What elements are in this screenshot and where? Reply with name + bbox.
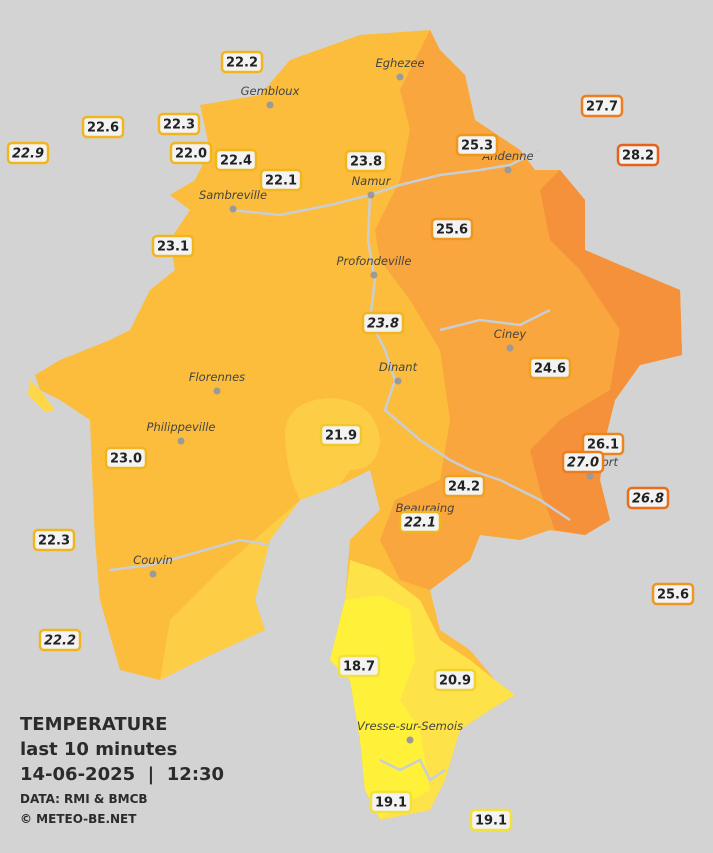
- place-name: Profondeville: [337, 254, 412, 268]
- rivers: [109, 148, 571, 782]
- place-dot: [229, 205, 237, 213]
- place-dot: [506, 344, 514, 352]
- place-dot: [149, 570, 157, 578]
- station-box: [616, 143, 660, 167]
- station-reading: 18.7: [343, 660, 375, 675]
- place-name: Florennes: [189, 370, 245, 384]
- legend-timestamp: 14-06-2025 | 12:30: [20, 764, 224, 785]
- stations: 22.2 22.6 22.9 22.3 22.0 22.4 22.1 23.8 25.3 27.7…: [6, 50, 695, 832]
- station-reading: 24.2: [448, 480, 480, 495]
- place-dot: [586, 472, 594, 480]
- station-reading: 23.1: [157, 240, 189, 255]
- station-reading: 22.2: [44, 634, 76, 649]
- station-box: [455, 133, 499, 157]
- station-box: [337, 654, 381, 678]
- station-box: [344, 149, 388, 173]
- station-box: [32, 528, 76, 552]
- station-box: [214, 148, 258, 172]
- place-dot: [177, 437, 185, 445]
- place-name: Dinant: [379, 360, 418, 374]
- station-box: [626, 486, 670, 510]
- place-dot: [370, 271, 378, 279]
- place-dot: [396, 73, 404, 81]
- station-box: [430, 217, 474, 241]
- legend-title: TEMPERATURE: [20, 714, 167, 735]
- place-name: Eghezee: [375, 56, 424, 70]
- station-reading: 26.8: [632, 492, 664, 507]
- place-name: Gembloux: [241, 84, 300, 98]
- station-reading: 22.9: [12, 147, 44, 162]
- station-box: [319, 423, 363, 447]
- station-box: [151, 234, 195, 258]
- place-dot: [213, 387, 221, 395]
- station-reading: 22.0: [175, 147, 207, 162]
- place-dot: [504, 166, 512, 174]
- station-reading: 22.3: [38, 534, 70, 549]
- places: EghezeeGemblouxAndenneNamurSambrevillePr…: [133, 56, 619, 744]
- station-box: [169, 141, 213, 165]
- station-box: [369, 790, 413, 814]
- station-box: [81, 115, 125, 139]
- station-box: [442, 474, 486, 498]
- station-box: [580, 94, 624, 118]
- place-name: Namur: [352, 174, 392, 188]
- station-reading: 19.1: [375, 796, 407, 811]
- station-reading: 25.3: [461, 139, 493, 154]
- station-reading: 27.0: [567, 456, 599, 471]
- place-dot: [266, 101, 274, 109]
- station-box: [38, 628, 82, 652]
- place-dot: [406, 736, 414, 744]
- station-box: [220, 50, 264, 74]
- station-reading: 25.6: [657, 588, 689, 603]
- place-dot: [367, 191, 375, 199]
- station-reading: 19.1: [475, 814, 507, 829]
- place-dot: [394, 377, 402, 385]
- station-reading: 25.6: [436, 223, 468, 238]
- station-box: [361, 311, 405, 335]
- station-reading: 23.0: [110, 452, 142, 467]
- station-reading: 22.4: [220, 154, 252, 169]
- station-reading: 21.9: [325, 429, 357, 444]
- station-reading: 22.3: [163, 118, 195, 133]
- station-box: [104, 446, 148, 470]
- station-box: [433, 668, 477, 692]
- station-reading: 22.1: [404, 516, 436, 531]
- station-reading: 22.1: [265, 174, 297, 189]
- station-reading: 23.8: [350, 155, 382, 170]
- place-name: Couvin: [133, 553, 173, 567]
- place-name: Ciney: [494, 327, 527, 341]
- station-reading: 27.7: [586, 100, 618, 115]
- station-box: [651, 582, 695, 606]
- station-box: [259, 168, 303, 192]
- place-name: Vresse-sur-Semois: [357, 719, 463, 733]
- station-box: [157, 112, 201, 136]
- station-box: [561, 450, 605, 474]
- legend-copyright: © METEO-BE.NET: [20, 812, 137, 826]
- legend-source: DATA: RMI & BMCB: [20, 792, 148, 806]
- station-box: [528, 356, 572, 380]
- station-reading: 28.2: [622, 149, 654, 164]
- station-reading: 23.8: [367, 317, 399, 332]
- station-box: [469, 808, 513, 832]
- station-box: [6, 141, 50, 165]
- place-name: Philippeville: [147, 420, 216, 434]
- station-reading: 26.1: [587, 438, 619, 453]
- station-reading: 22.2: [226, 56, 258, 71]
- station-reading: 22.6: [87, 121, 119, 136]
- place-name: Sambreville: [199, 188, 267, 202]
- station-reading: 20.9: [439, 674, 471, 689]
- legend-period: last 10 minutes: [20, 739, 177, 760]
- legend: TEMPERATURE last 10 minutes 14-06-2025 |…: [20, 714, 224, 826]
- station-box: [398, 510, 442, 534]
- station-reading: 24.6: [534, 362, 566, 377]
